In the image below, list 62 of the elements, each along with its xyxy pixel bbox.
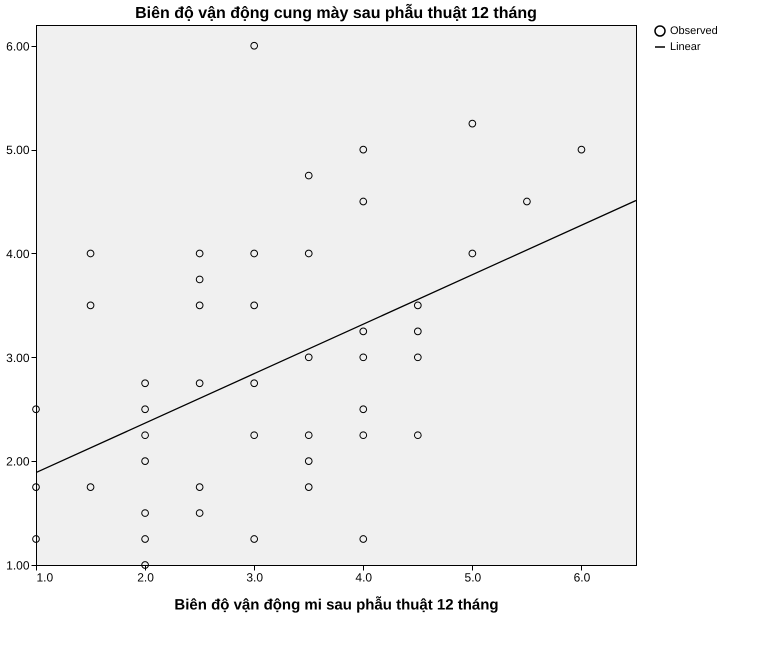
- point: [141, 431, 149, 440]
- point: [414, 328, 422, 336]
- point: [304, 250, 313, 258]
- point: [141, 535, 149, 543]
- point: [468, 250, 476, 258]
- point: [141, 405, 149, 414]
- point: [250, 535, 258, 543]
- chart-title: Biên độ vận động cung mày sau phẫu thuật 12 tháng: [135, 3, 537, 22]
- point: [414, 302, 422, 310]
- point: [141, 561, 149, 569]
- point: [468, 120, 476, 128]
- point: [359, 535, 368, 543]
- point: [359, 353, 368, 362]
- point: [414, 353, 422, 362]
- x-tick-label: 5.0: [464, 570, 482, 584]
- y-tick-label: 5.00: [6, 143, 30, 158]
- x-tick-label: 2.0: [137, 570, 154, 584]
- point: [359, 431, 368, 440]
- y-tick-label: 2.00: [6, 454, 30, 469]
- point: [304, 483, 313, 491]
- point: [523, 198, 531, 206]
- y-tick-label: 3.00: [6, 350, 30, 365]
- point: [32, 483, 40, 491]
- point: [304, 431, 313, 440]
- point: [250, 431, 258, 440]
- legend-label: Observed: [670, 25, 718, 37]
- point: [196, 276, 204, 284]
- point: [304, 457, 313, 465]
- point: [359, 328, 368, 336]
- point: [32, 535, 40, 543]
- point: [250, 302, 258, 310]
- point: [141, 457, 149, 465]
- point: [141, 379, 149, 388]
- point: [250, 42, 258, 50]
- y-tick-label: 6.00: [6, 39, 30, 54]
- point: [414, 431, 422, 440]
- x-tick-label: 3.0: [246, 570, 264, 584]
- point: [196, 509, 204, 517]
- point: [196, 483, 204, 491]
- point: [578, 146, 586, 154]
- x-tick-label: 4.0: [355, 570, 372, 584]
- x-tick-label: 6.0: [574, 570, 591, 584]
- point: [304, 353, 313, 362]
- point: [359, 146, 368, 154]
- point: [304, 172, 313, 180]
- point: [86, 302, 94, 310]
- y-tick-label: 1.00: [6, 558, 30, 572]
- point: [141, 509, 149, 517]
- point: [196, 379, 204, 388]
- y-tick-label: 4.00: [6, 246, 30, 261]
- point: [250, 379, 258, 388]
- point: [359, 198, 368, 206]
- point: [86, 483, 94, 491]
- x-axis-title: Biên độ vận động mi sau phẫu thuật 12 tháng: [174, 596, 499, 614]
- point: [250, 250, 258, 258]
- legend-label: Linear: [670, 41, 701, 53]
- point: [32, 405, 40, 414]
- point: [86, 250, 94, 258]
- x-tick-label: 1.0: [36, 570, 54, 584]
- point: [196, 302, 204, 310]
- point: [196, 250, 204, 258]
- point: [359, 405, 368, 414]
